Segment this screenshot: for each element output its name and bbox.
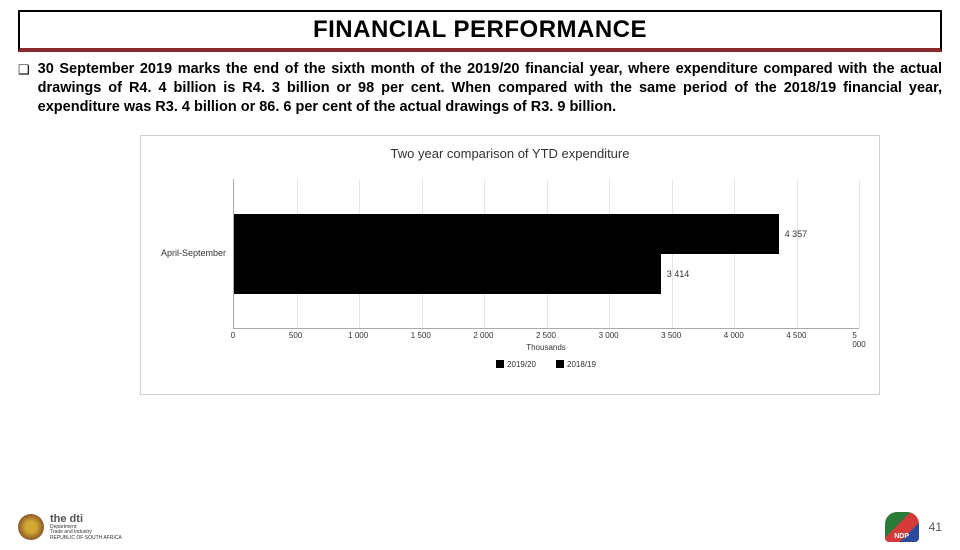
chart-x-tick: 3 500 — [661, 331, 681, 340]
chart-x-tick: 1 500 — [411, 331, 431, 340]
ndp-badge-icon — [885, 512, 919, 542]
chart-x-ticks: 0 500 1 000 1 500 2 000 2 500 3 000 3 500 4 000 4… — [233, 329, 859, 341]
chart-x-tick: 4 500 — [786, 331, 806, 340]
chart-legend-label: 2019/20 — [507, 360, 536, 369]
chart-gridline — [797, 179, 798, 328]
chart-x-tick: 2 500 — [536, 331, 556, 340]
chart-legend-item: 2018/19 — [556, 360, 596, 369]
chart-x-tick: 5 000 — [852, 331, 865, 349]
bullet-block: ❑ 30 September 2019 marks the end of the… — [18, 60, 942, 117]
chart-legend-label: 2018/19 — [567, 360, 596, 369]
chart-bar — [234, 254, 661, 294]
footer-left: the dti Department:Trade and IndustryREP… — [18, 513, 122, 542]
bullet-text: 30 September 2019 marks the end of the s… — [38, 60, 942, 117]
footer-right: 41 — [885, 512, 942, 542]
page-number: 41 — [929, 520, 942, 534]
chart-x-tick: 500 — [289, 331, 302, 340]
chart-x-tick: 2 000 — [473, 331, 493, 340]
chart-legend-swatch — [496, 360, 504, 368]
chart-x-axis-title: Thousands — [233, 343, 859, 352]
chart-plot: April-September 4 3573 414 — [233, 179, 859, 329]
dti-subtext: Department:Trade and IndustryREPUBLIC OF… — [50, 525, 122, 542]
chart-bar — [234, 214, 779, 254]
chart-x-tick: 0 — [231, 331, 235, 340]
bullet-square-icon: ❑ — [18, 62, 30, 78]
chart-gridline — [859, 179, 860, 328]
title-box: FINANCIAL PERFORMANCE — [18, 10, 942, 52]
chart-container: Two year comparison of YTD expenditure A… — [140, 135, 880, 395]
chart-bar-label: 4 357 — [785, 229, 808, 239]
chart-x-tick: 3 000 — [599, 331, 619, 340]
chart-x-tick: 4 000 — [724, 331, 744, 340]
dti-logo-text: the dti — [50, 513, 122, 525]
footer: the dti Department:Trade and IndustryREP… — [18, 512, 942, 542]
chart-x-tick: 1 000 — [348, 331, 368, 340]
chart-legend-swatch — [556, 360, 564, 368]
coat-of-arms-icon — [18, 514, 44, 540]
chart-legend-item: 2019/20 — [496, 360, 536, 369]
chart-bar-label: 3 414 — [667, 269, 690, 279]
page-title: FINANCIAL PERFORMANCE — [20, 16, 940, 44]
chart-legend: 2019/20 2018/19 — [233, 360, 859, 369]
chart-y-category: April-September — [154, 248, 226, 258]
chart-title: Two year comparison of YTD expenditure — [153, 146, 867, 161]
